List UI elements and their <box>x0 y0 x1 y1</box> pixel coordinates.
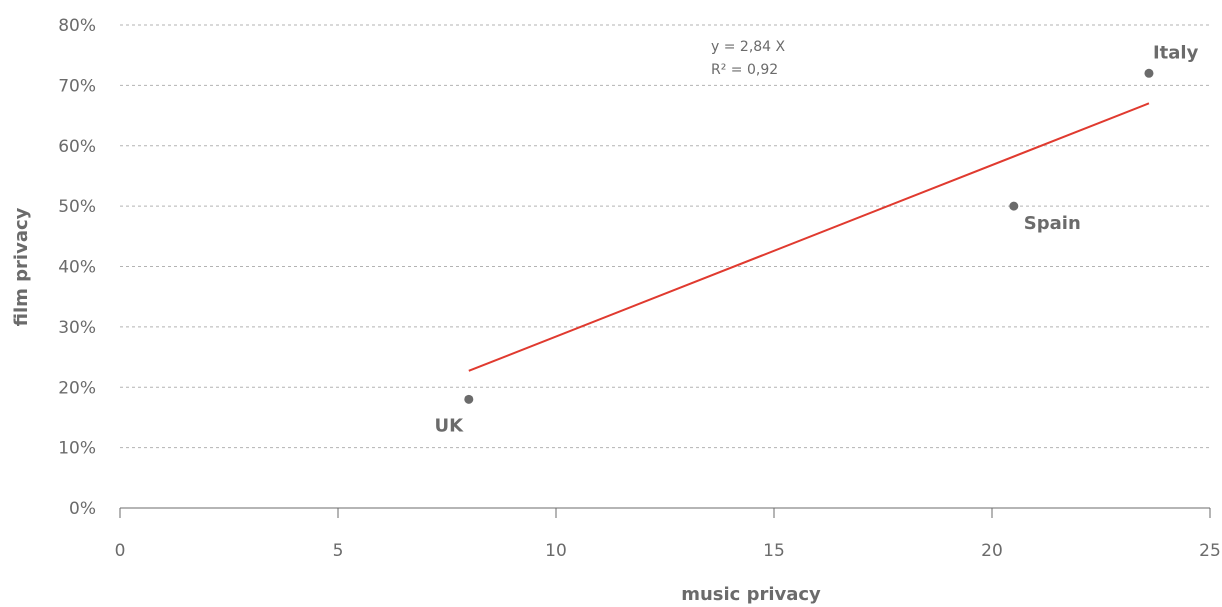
y-axis-ticks: 0% 10% 20% 30% 40% 50% 60% 70% 80% <box>58 16 96 519</box>
y-axis-title: film privacy <box>11 207 32 326</box>
x-tick-label: 5 <box>333 541 344 561</box>
x-tick-label: 15 <box>763 541 785 561</box>
y-tick-label: 60% <box>58 137 96 157</box>
x-tick-label: 0 <box>115 541 126 561</box>
y-tick-label: 20% <box>58 378 96 398</box>
trendline-group <box>468 102 1150 372</box>
y-tick-label: 50% <box>58 197 96 217</box>
x-axis-title: music privacy <box>681 584 821 605</box>
data-point-spain <box>1009 201 1019 211</box>
point-label-italy: Italy <box>1153 42 1199 63</box>
y-tick-label: 10% <box>58 439 96 459</box>
trendline-equation: y = 2,84 X R² = 0,92 <box>711 39 786 78</box>
x-tick-label: 20 <box>981 541 1003 561</box>
y-tick-label: 30% <box>58 318 96 338</box>
trendline <box>468 102 1150 372</box>
equation-line-slope: y = 2,84 X <box>711 39 786 55</box>
data-point-italy <box>1144 68 1154 78</box>
y-tick-label: 70% <box>58 76 96 96</box>
y-tick-label: 40% <box>58 258 96 278</box>
y-tick-label: 80% <box>58 16 96 36</box>
equation-line-r-squared: R² = 0,92 <box>711 62 778 78</box>
gridlines <box>120 24 1210 449</box>
x-tick-label: 25 <box>1199 541 1221 561</box>
point-label-uk: UK <box>435 415 465 436</box>
data-point-uk <box>464 394 474 404</box>
data-points: UK Spain Italy <box>435 42 1199 436</box>
x-tick-label: 10 <box>545 541 567 561</box>
x-axis: 0 5 10 15 20 25 <box>115 507 1221 561</box>
y-tick-label: 0% <box>69 499 96 519</box>
point-label-spain: Spain <box>1024 213 1081 234</box>
